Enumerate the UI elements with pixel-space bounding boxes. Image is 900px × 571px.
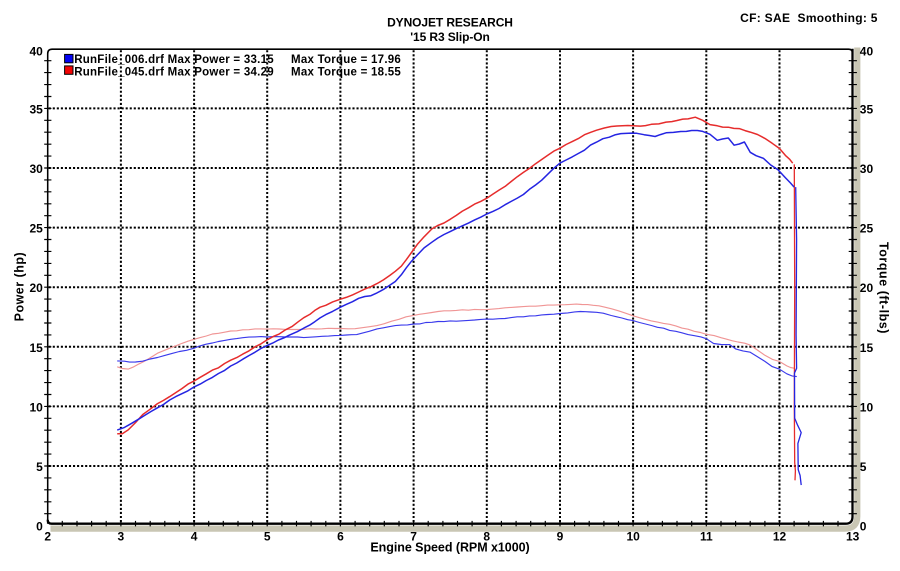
svg-text:CF: SAE Smoothing: 5: CF: SAE Smoothing: 5 (740, 11, 878, 25)
svg-text:12: 12 (773, 530, 787, 544)
svg-text:35: 35 (860, 102, 874, 116)
svg-text:2: 2 (44, 530, 51, 544)
svg-text:40: 40 (860, 44, 874, 58)
svg-text:Torque (ft-lbs): Torque (ft-lbs) (877, 242, 891, 334)
svg-text:3: 3 (118, 530, 125, 544)
svg-text:5: 5 (860, 460, 867, 474)
svg-text:20: 20 (860, 281, 874, 295)
svg-text:15: 15 (29, 341, 43, 355)
svg-text:0: 0 (860, 520, 867, 534)
svg-text:30: 30 (860, 162, 874, 176)
svg-text:8: 8 (483, 530, 490, 544)
svg-text:20: 20 (29, 281, 43, 295)
svg-text:RunFile_045.drf Max Power = 34: RunFile_045.drf Max Power = 34.29 (74, 66, 274, 78)
svg-text:10: 10 (29, 400, 43, 414)
svg-text:30: 30 (29, 162, 43, 176)
svg-text:4: 4 (191, 530, 198, 544)
svg-text:25: 25 (860, 222, 874, 236)
svg-text:Max Torque = 17.96: Max Torque = 17.96 (291, 54, 401, 66)
svg-text:0: 0 (36, 520, 43, 534)
svg-text:13: 13 (846, 530, 860, 544)
svg-text:35: 35 (29, 102, 43, 116)
svg-text:Engine Speed (RPM x1000): Engine Speed (RPM x1000) (370, 541, 529, 555)
svg-text:10: 10 (860, 400, 874, 414)
svg-text:40: 40 (29, 44, 43, 58)
svg-text:RunFile_006.drf Max Power = 33: RunFile_006.drf Max Power = 33.15 (74, 54, 274, 66)
svg-text:5: 5 (264, 530, 271, 544)
svg-text:15: 15 (860, 341, 874, 355)
svg-text:7: 7 (410, 530, 417, 544)
svg-text:25: 25 (29, 222, 43, 236)
svg-text:Power (hp): Power (hp) (13, 252, 27, 322)
svg-text:'15 R3 Slip-On: '15 R3 Slip-On (410, 30, 489, 44)
svg-text:11: 11 (700, 530, 713, 544)
svg-text:DYNOJET RESEARCH: DYNOJET RESEARCH (387, 16, 513, 30)
svg-text:6: 6 (337, 530, 344, 544)
svg-text:10: 10 (626, 530, 640, 544)
svg-text:Max Torque = 18.55: Max Torque = 18.55 (291, 66, 401, 78)
svg-text:5: 5 (36, 460, 43, 474)
svg-text:9: 9 (557, 530, 564, 544)
